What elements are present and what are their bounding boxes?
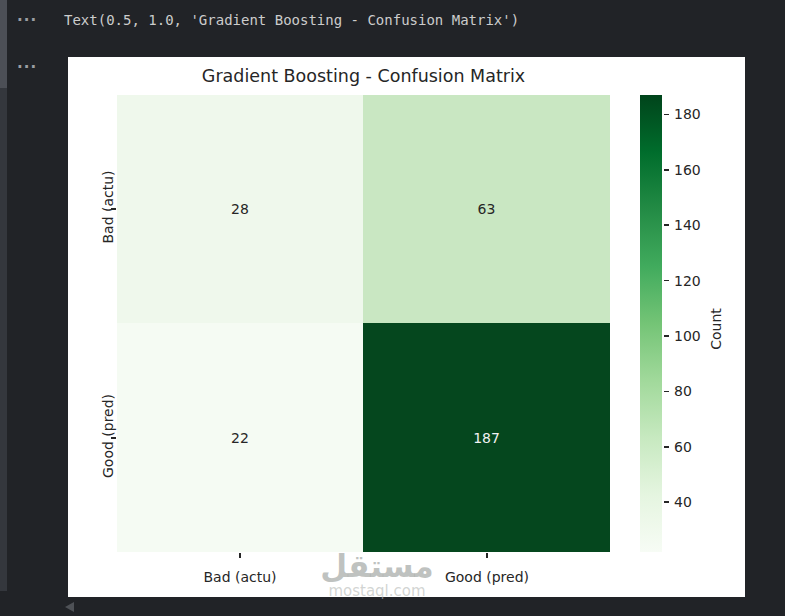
colorbar-tick-label: 160 xyxy=(674,163,701,177)
watermark-domain: mostaql.com xyxy=(320,584,433,599)
colorbar-tick-label: 40 xyxy=(674,495,692,509)
colorbar-tick-label: 80 xyxy=(674,384,692,398)
colorbar-tick-label: 120 xyxy=(674,274,701,288)
x-axis-tick xyxy=(486,553,488,558)
colorbar-tick xyxy=(664,446,669,448)
colorbar-tick xyxy=(664,391,669,393)
colorbar-tick-label: 140 xyxy=(674,218,701,232)
colorbar-tick xyxy=(664,169,669,171)
chart-title: Gradient Boosting - Confusion Matrix xyxy=(117,66,610,86)
resize-handle-icon[interactable] xyxy=(65,602,74,612)
output-collapse-indicator[interactable]: ··· xyxy=(17,60,37,75)
y-tick-label: Bad (actu) xyxy=(100,197,116,217)
heatmap-cell-r0c0: 28 xyxy=(117,95,363,323)
colorbar-tick xyxy=(664,224,669,226)
colorbar-label: Count xyxy=(656,303,776,355)
colorbar-tick xyxy=(664,501,669,503)
x-tick-label: Bad (actu) xyxy=(160,569,320,585)
colorbar-tick-label: 60 xyxy=(674,440,692,454)
x-tick-label: Good (pred) xyxy=(407,569,567,585)
matplotlib-figure: Gradient Boosting - Confusion Matrix 286… xyxy=(68,57,745,597)
colorbar-tick xyxy=(664,280,669,282)
x-axis-tick xyxy=(239,553,241,558)
heatmap-cell-r1c0: 22 xyxy=(117,323,363,552)
cell-text-output: Text(0.5, 1.0, 'Gradient Boosting - Conf… xyxy=(64,12,519,28)
heatmap-cell-r1c1: 187 xyxy=(363,323,610,552)
scrollbar-thumb[interactable] xyxy=(0,0,7,88)
colorbar-tick xyxy=(664,114,669,116)
output-collapse-indicator[interactable]: ··· xyxy=(17,13,37,28)
colorbar-tick-label: 180 xyxy=(674,107,701,121)
heatmap-cell-r0c1: 63 xyxy=(363,95,610,323)
scrollbar[interactable] xyxy=(0,0,7,591)
y-tick-label: Good (pred) xyxy=(100,426,116,446)
confusion-matrix-heatmap: 286322187 xyxy=(117,95,610,552)
